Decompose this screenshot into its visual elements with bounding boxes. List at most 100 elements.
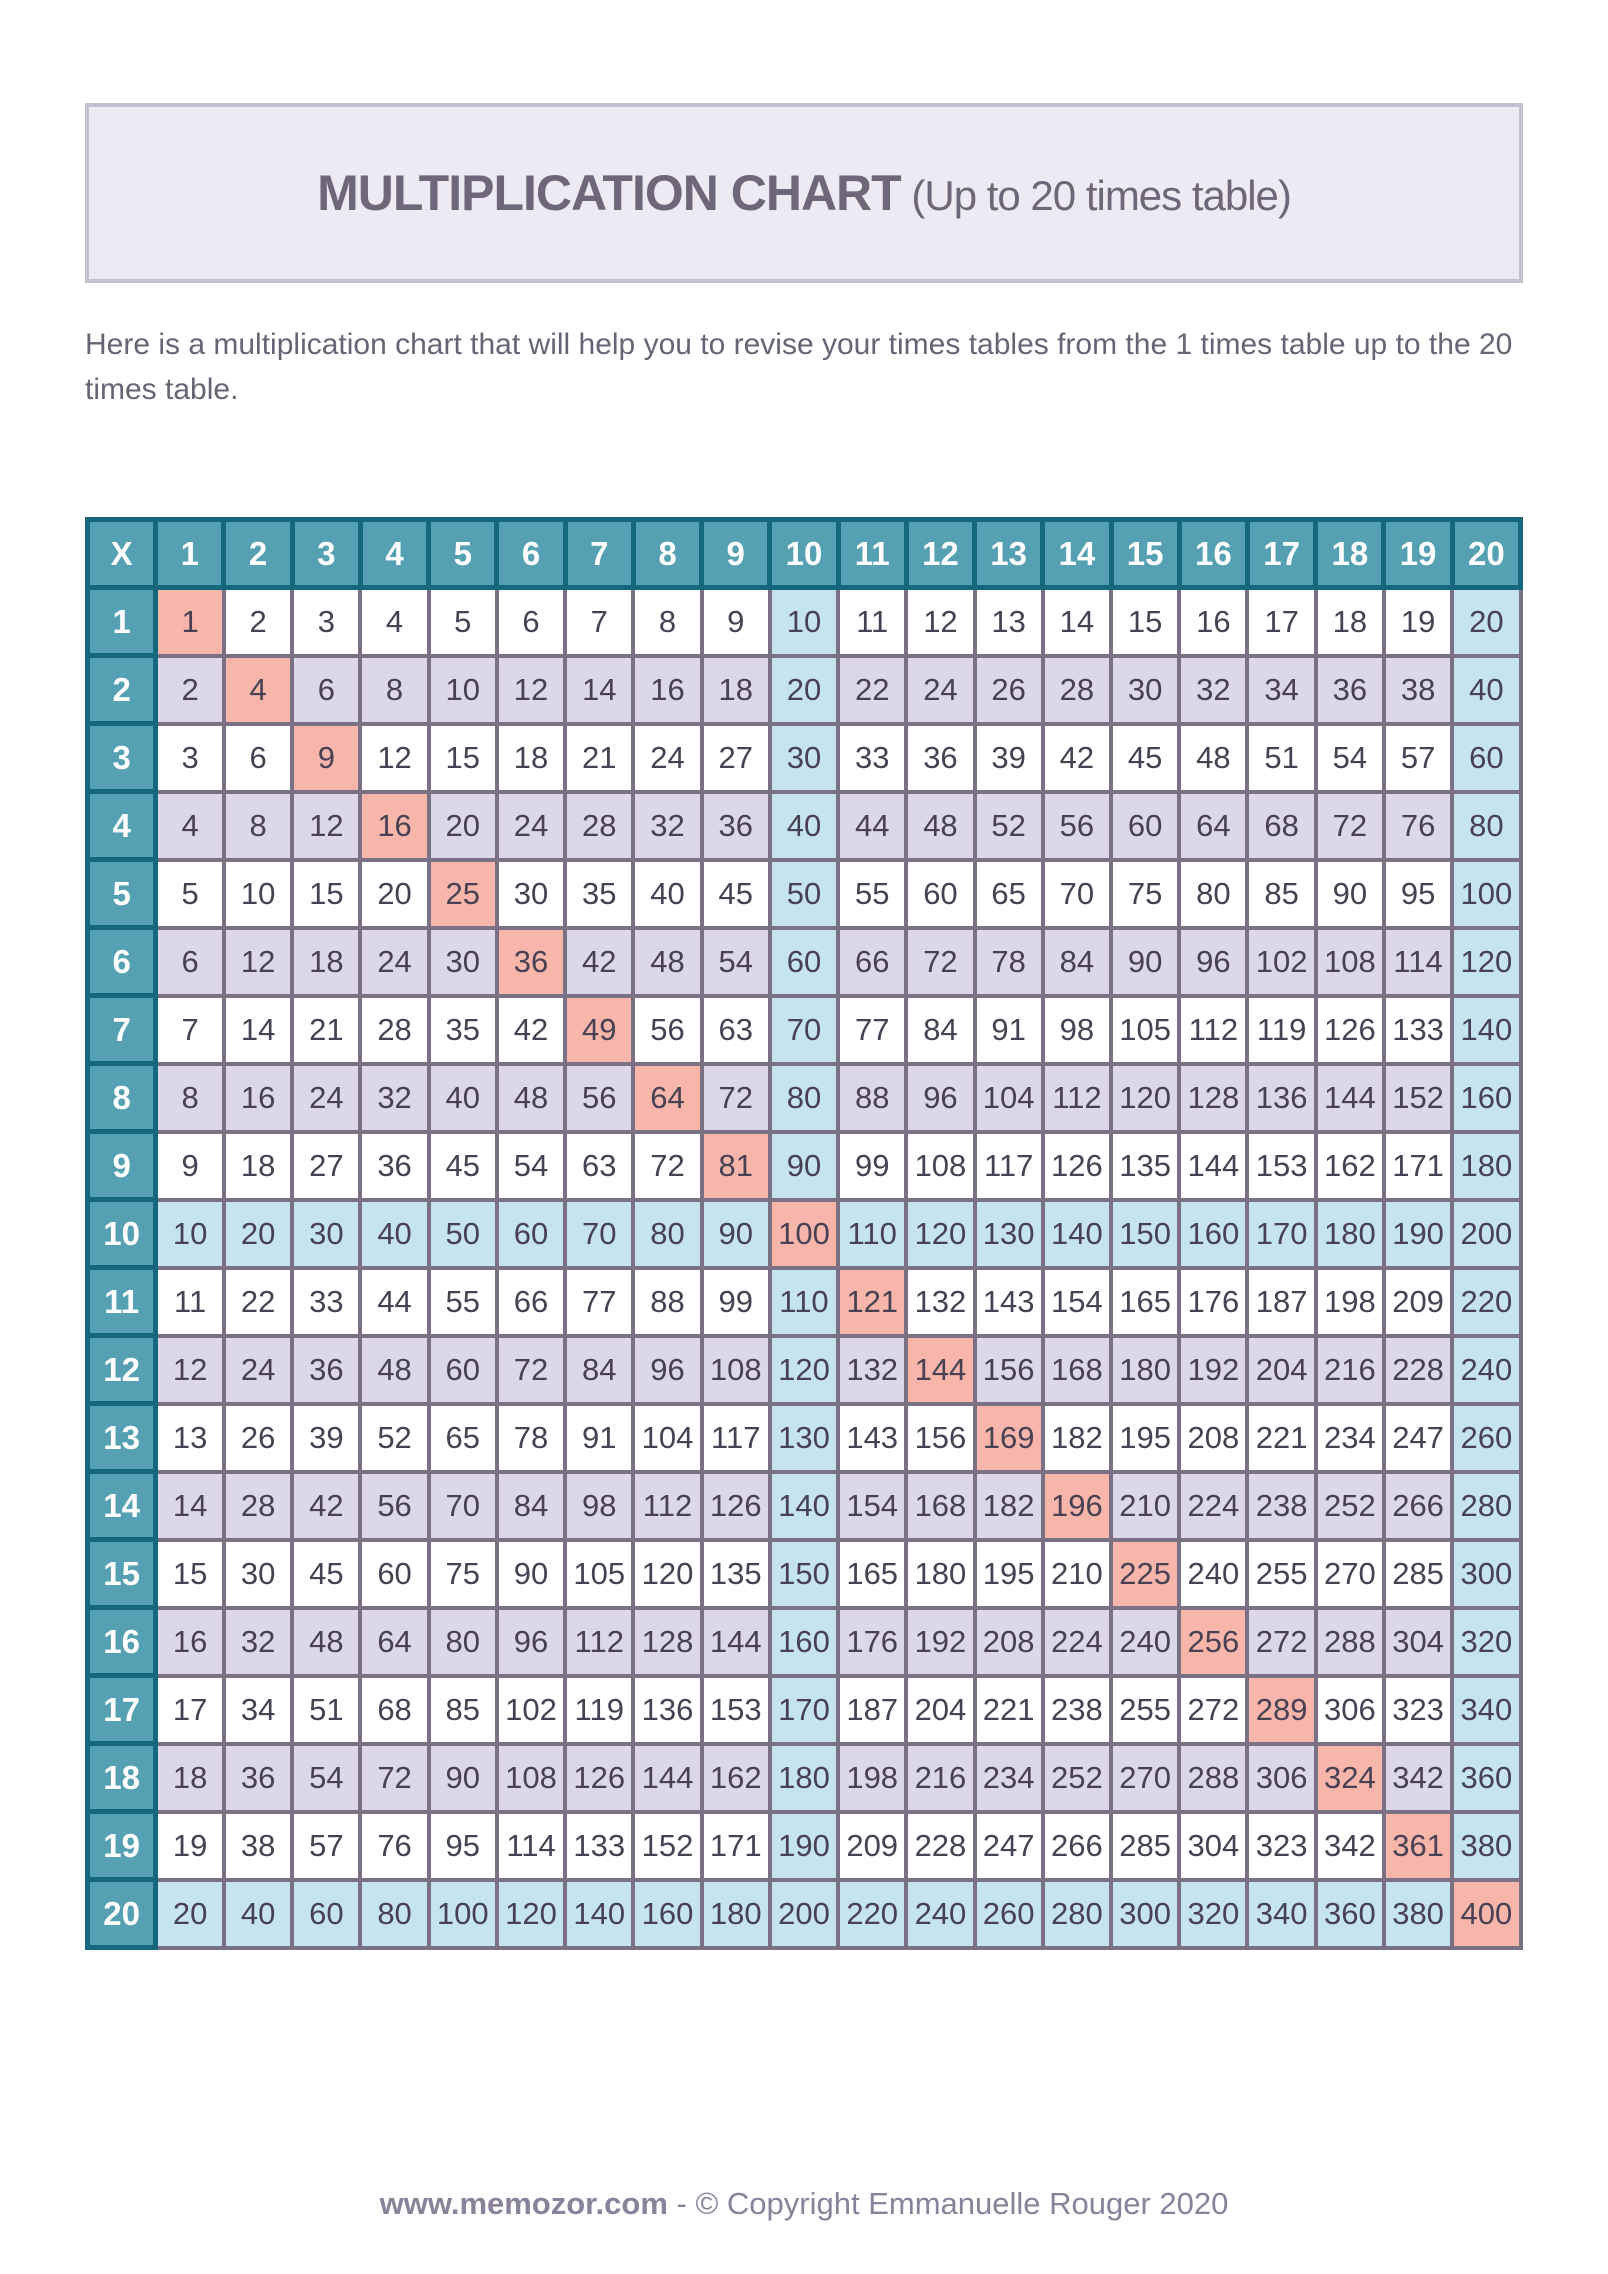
product-cell: 144 (631, 1741, 704, 1814)
product-cell: 80 (767, 1061, 841, 1134)
product-cell: 21 (563, 721, 636, 794)
product-cell: 40 (221, 1877, 295, 1950)
product-cell: 24 (290, 1061, 363, 1134)
product-cell: 187 (836, 1673, 909, 1746)
product-cell: 4 (358, 585, 431, 658)
product-cell: 220 (1450, 1265, 1523, 1338)
product-cell: 180 (767, 1741, 841, 1814)
table-row: 3 3 6 9 12 15 18 21 24 27 30 33 36 39 42 45 48 51 54 57 60 (84, 721, 1523, 794)
column-header: 16 (1176, 517, 1250, 590)
product-cell: 156 (904, 1401, 977, 1474)
product-cell: 80 (426, 1605, 499, 1678)
table-row: 6 6 12 18 24 30 36 42 48 54 60 66 72 78 84 90 96 102 108 11… (84, 925, 1523, 998)
product-cell: 102 (1245, 925, 1318, 998)
product-cell: 240 (1177, 1537, 1250, 1610)
product-cell: 324 (1313, 1741, 1386, 1814)
product-cell: 306 (1313, 1673, 1386, 1746)
product-cell: 56 (1040, 789, 1114, 862)
column-header: 8 (630, 517, 705, 590)
product-cell: 10 (153, 1197, 226, 1270)
product-cell: 17 (1245, 585, 1318, 658)
product-cell: 56 (631, 993, 704, 1066)
product-cell: 42 (1040, 721, 1114, 794)
product-cell: 143 (836, 1401, 909, 1474)
product-cell: 126 (563, 1741, 636, 1814)
product-cell: 18 (221, 1129, 295, 1202)
product-cell: 36 (358, 1129, 431, 1202)
product-cell: 260 (1450, 1401, 1523, 1474)
product-cell: 38 (221, 1809, 295, 1882)
product-cell: 300 (1109, 1877, 1182, 1950)
product-cell: 54 (494, 1129, 568, 1202)
row-header: 17 (84, 1673, 159, 1746)
product-cell: 77 (563, 1265, 636, 1338)
product-cell: 38 (1381, 653, 1455, 726)
product-cell: 112 (631, 1469, 704, 1542)
product-cell: 3 (290, 585, 363, 658)
product-cell: 216 (904, 1741, 977, 1814)
row-header: 15 (84, 1537, 159, 1610)
product-cell: 105 (1109, 993, 1182, 1066)
row-header: 5 (84, 857, 159, 930)
product-cell: 224 (1177, 1469, 1250, 1542)
product-cell: 50 (426, 1197, 499, 1270)
product-cell: 380 (1381, 1877, 1455, 1950)
product-cell: 144 (1177, 1129, 1250, 1202)
column-header: 18 (1313, 517, 1387, 590)
product-cell: 77 (836, 993, 909, 1066)
product-cell: 75 (426, 1537, 499, 1610)
product-cell: 60 (1109, 789, 1182, 862)
product-cell: 18 (290, 925, 363, 998)
product-cell: 16 (221, 1061, 295, 1134)
product-cell: 18 (153, 1741, 226, 1814)
product-cell: 12 (153, 1333, 226, 1406)
product-cell: 20 (1450, 585, 1523, 658)
product-cell: 100 (767, 1197, 841, 1270)
product-cell: 51 (290, 1673, 363, 1746)
product-cell: 16 (358, 789, 431, 862)
product-cell: 152 (631, 1809, 704, 1882)
product-cell: 240 (904, 1877, 977, 1950)
product-cell: 20 (221, 1197, 295, 1270)
product-cell: 342 (1381, 1741, 1455, 1814)
column-header: 1 (153, 517, 227, 590)
product-cell: 238 (1245, 1469, 1318, 1542)
product-cell: 240 (1450, 1333, 1523, 1406)
product-cell: 120 (1109, 1061, 1182, 1134)
product-cell: 136 (1245, 1061, 1318, 1134)
table-row: 7 7 14 21 28 35 42 49 56 63 70 77 84 91 98 105 112 119 126… (84, 993, 1523, 1066)
column-header: 4 (357, 517, 432, 590)
product-cell: 15 (153, 1537, 226, 1610)
product-cell: 6 (221, 721, 295, 794)
product-cell: 52 (358, 1401, 431, 1474)
product-cell: 260 (972, 1877, 1045, 1950)
product-cell: 288 (1313, 1605, 1386, 1678)
product-cell: 143 (972, 1265, 1045, 1338)
product-cell: 136 (631, 1673, 704, 1746)
product-cell: 304 (1381, 1605, 1455, 1678)
product-cell: 56 (563, 1061, 636, 1134)
product-cell: 240 (1109, 1605, 1182, 1678)
row-header: 19 (84, 1809, 159, 1882)
product-cell: 171 (699, 1809, 772, 1882)
product-cell: 60 (904, 857, 977, 930)
product-cell: 220 (836, 1877, 909, 1950)
table-row: 5 5 10 15 20 25 30 35 40 45 50 55 60 65 70 75 80 85 90 95 10… (84, 857, 1523, 930)
product-cell: 234 (1313, 1401, 1386, 1474)
product-cell: 182 (1040, 1401, 1114, 1474)
column-header: 13 (972, 517, 1046, 590)
product-cell: 117 (972, 1129, 1045, 1202)
product-cell: 160 (1177, 1197, 1250, 1270)
column-header: 3 (289, 517, 363, 590)
product-cell: 112 (1177, 993, 1250, 1066)
column-header: 12 (903, 517, 978, 590)
product-cell: 95 (1381, 857, 1455, 930)
product-cell: 360 (1450, 1741, 1523, 1814)
product-cell: 114 (1381, 925, 1455, 998)
product-cell: 135 (1109, 1129, 1182, 1202)
product-cell: 140 (767, 1469, 841, 1542)
product-cell: 90 (426, 1741, 499, 1814)
product-cell: 72 (1313, 789, 1386, 862)
product-cell: 100 (426, 1877, 499, 1950)
product-cell: 144 (699, 1605, 772, 1678)
